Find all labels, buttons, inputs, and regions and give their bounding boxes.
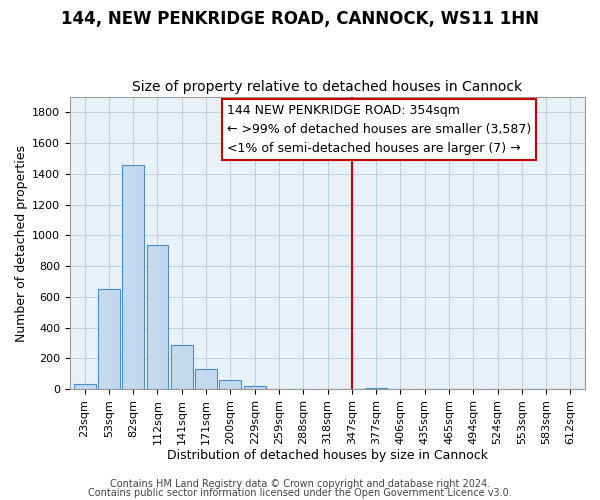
Bar bbox=[74, 384, 95, 389]
X-axis label: Distribution of detached houses by size in Cannock: Distribution of detached houses by size … bbox=[167, 450, 488, 462]
Bar bbox=[195, 369, 217, 389]
Bar bbox=[365, 388, 387, 389]
Title: Size of property relative to detached houses in Cannock: Size of property relative to detached ho… bbox=[133, 80, 523, 94]
Text: Contains HM Land Registry data © Crown copyright and database right 2024.: Contains HM Land Registry data © Crown c… bbox=[110, 479, 490, 489]
Bar bbox=[220, 380, 241, 389]
Bar bbox=[98, 289, 120, 389]
Bar bbox=[244, 386, 266, 389]
Text: Contains public sector information licensed under the Open Government Licence v3: Contains public sector information licen… bbox=[88, 488, 512, 498]
Bar bbox=[171, 344, 193, 389]
Y-axis label: Number of detached properties: Number of detached properties bbox=[15, 144, 28, 342]
Text: 144 NEW PENKRIDGE ROAD: 354sqm
← >99% of detached houses are smaller (3,587)
<1%: 144 NEW PENKRIDGE ROAD: 354sqm ← >99% of… bbox=[227, 104, 532, 156]
Bar bbox=[122, 164, 144, 389]
Bar bbox=[146, 244, 169, 389]
Text: 144, NEW PENKRIDGE ROAD, CANNOCK, WS11 1HN: 144, NEW PENKRIDGE ROAD, CANNOCK, WS11 1… bbox=[61, 10, 539, 28]
